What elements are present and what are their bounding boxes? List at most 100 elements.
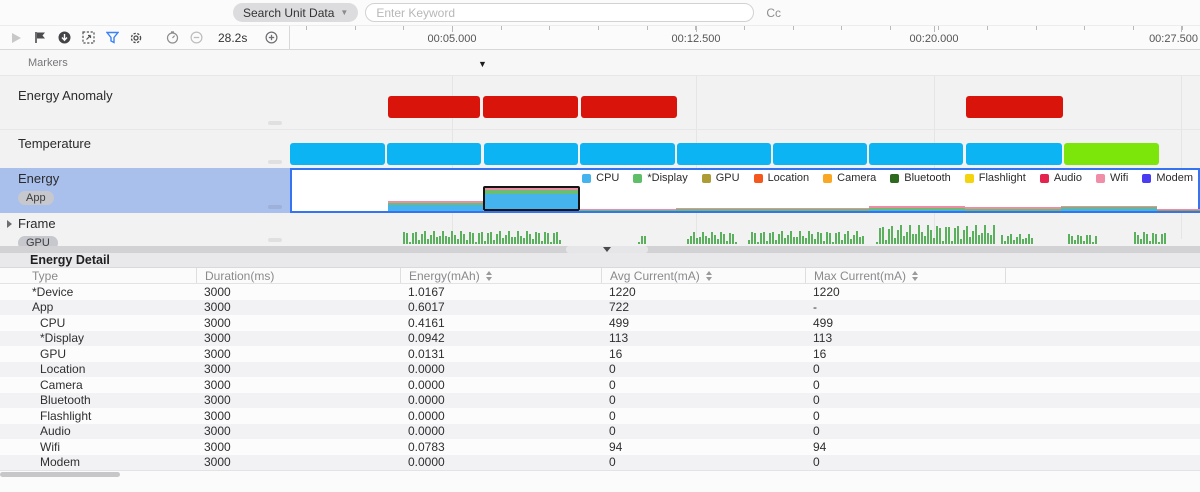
energy-segment[interactable] xyxy=(1157,208,1200,211)
legend-item[interactable]: Audio xyxy=(1039,172,1082,184)
timeline-marker-icon[interactable]: ▼ xyxy=(478,58,487,69)
table-row[interactable]: Flashlight 3000 0.0000 0 0 xyxy=(0,408,1200,424)
table-row[interactable]: Camera 3000 0.0000 0 0 xyxy=(0,377,1200,393)
match-case-toggle[interactable]: Cc xyxy=(766,5,781,20)
temperature-segment[interactable] xyxy=(290,143,385,165)
cell-spacer xyxy=(1005,393,1200,409)
cell-avg-current: 499 xyxy=(609,315,630,330)
legend-item[interactable]: GPU xyxy=(701,172,740,184)
temperature-segment[interactable] xyxy=(1064,143,1159,165)
table-row[interactable]: Wifi 3000 0.0783 94 94 xyxy=(0,439,1200,455)
energy-segment[interactable] xyxy=(388,201,483,211)
frame-bar xyxy=(1140,239,1142,244)
temperature-track-area[interactable] xyxy=(290,130,1200,168)
table-row[interactable]: Location 3000 0.0000 0 0 xyxy=(0,361,1200,377)
frame-bar xyxy=(778,234,780,244)
zoom-out-icon[interactable] xyxy=(188,30,204,46)
temperature-segment[interactable] xyxy=(387,143,481,165)
table-row[interactable]: App 3000 0.6017 722 - xyxy=(0,299,1200,315)
horizontal-scrollbar-thumb[interactable] xyxy=(0,472,120,477)
sort-icon[interactable] xyxy=(485,270,492,281)
frame-label-cell[interactable]: Frame GPU xyxy=(0,213,290,250)
cell-avg-current: 0 xyxy=(609,362,616,377)
flag-icon[interactable] xyxy=(32,30,48,46)
table-row[interactable]: Audio 3000 0.0000 0 0 xyxy=(0,423,1200,439)
temperature-segment[interactable] xyxy=(869,143,963,165)
table-row[interactable]: *Display 3000 0.0942 113 113 xyxy=(0,330,1200,346)
energy-anomaly-label-cell[interactable]: Energy Anomaly xyxy=(0,76,290,129)
legend-item[interactable]: Bluetooth xyxy=(890,172,951,184)
table-row[interactable]: CPU 3000 0.4161 499 499 xyxy=(0,315,1200,331)
sort-down-icon xyxy=(912,276,919,281)
ruler-minor-tick xyxy=(403,26,405,30)
energy-segment[interactable] xyxy=(676,208,773,211)
timeline-ruler[interactable]: 00:05.000 00:12.500 00:20.000 00:27.500 xyxy=(290,26,1200,49)
search-scope-dropdown[interactable]: Search Unit Data ▼ xyxy=(233,3,359,22)
legend-item[interactable]: Modem xyxy=(1142,172,1193,184)
table-row[interactable]: GPU 3000 0.0131 16 16 xyxy=(0,346,1200,362)
legend-item[interactable]: Camera xyxy=(823,172,876,184)
track-resize-handle[interactable] xyxy=(268,205,282,209)
energy-anomaly-track-area[interactable] xyxy=(290,76,1200,129)
column-header-energy-mah-[interactable]: Energy(mAh) xyxy=(400,268,601,283)
energy-segment[interactable] xyxy=(965,207,1061,211)
frame-bar xyxy=(690,235,692,244)
temperature-segment[interactable] xyxy=(773,143,867,165)
legend-item[interactable]: Wifi xyxy=(1095,172,1128,184)
legend-item[interactable]: CPU xyxy=(582,172,619,184)
column-header-avg-current-ma-[interactable]: Avg Current(mA) xyxy=(601,268,805,283)
anomaly-bar[interactable] xyxy=(483,96,578,118)
zoom-in-icon[interactable] xyxy=(263,30,279,46)
frame-bar xyxy=(769,233,771,244)
energy-layer-display xyxy=(676,209,773,211)
settings-gear-icon[interactable] xyxy=(128,30,144,46)
table-row[interactable]: Bluetooth 3000 0.0000 0 0 xyxy=(0,392,1200,409)
anomaly-bar[interactable] xyxy=(581,96,677,118)
energy-segment[interactable] xyxy=(869,206,965,211)
energy-segment[interactable] xyxy=(1061,205,1157,211)
keyword-input[interactable] xyxy=(365,3,755,22)
cell-avg-current: 0 xyxy=(609,377,616,392)
energy-label-cell[interactable]: Energy App xyxy=(0,168,290,213)
track-resize-handle[interactable] xyxy=(268,160,282,164)
column-header-max-current-ma-[interactable]: Max Current(mA) xyxy=(805,268,1005,283)
track-resize-handle[interactable] xyxy=(268,238,282,242)
track-resize-handle[interactable] xyxy=(268,121,282,125)
temperature-segment[interactable] xyxy=(484,143,578,165)
table-row[interactable]: Modem 3000 0.0000 0 0 xyxy=(0,454,1200,470)
sort-up-icon xyxy=(912,270,919,275)
filter-icon[interactable] xyxy=(104,30,120,46)
energy-track-area[interactable]: CPU *Display GPU Location Camera Bluetooth Fla… xyxy=(290,168,1200,213)
play-icon[interactable] xyxy=(8,30,24,46)
frame-track-area[interactable] xyxy=(290,213,1200,246)
energy-segment[interactable] xyxy=(483,186,580,211)
anomaly-bar[interactable] xyxy=(388,96,480,118)
sort-icon[interactable] xyxy=(705,270,712,281)
table-row[interactable]: *Device 3000 1.0167 1220 1220 xyxy=(0,284,1200,300)
expand-caret-icon[interactable] xyxy=(7,220,12,228)
collapse-handle[interactable] xyxy=(566,246,648,253)
legend-item[interactable]: Flashlight xyxy=(964,172,1026,184)
frame-bar xyxy=(481,232,483,244)
energy-layer-cpu xyxy=(388,205,483,211)
energy-segment[interactable] xyxy=(580,208,676,211)
frame-bar xyxy=(484,241,486,244)
temperature-label-cell[interactable]: Temperature xyxy=(0,130,290,168)
frame-bar xyxy=(406,232,408,244)
legend-item[interactable]: *Display xyxy=(633,172,688,184)
capture-icon[interactable] xyxy=(56,30,72,46)
frame-bar xyxy=(751,231,753,244)
markers-track-area[interactable]: ▼ xyxy=(290,50,1200,75)
sort-icon[interactable] xyxy=(912,270,919,281)
temperature-segment[interactable] xyxy=(677,143,771,165)
legend-item[interactable]: Location xyxy=(753,172,809,184)
anomaly-bar[interactable] xyxy=(966,96,1063,118)
energy-segment[interactable] xyxy=(773,208,869,211)
temperature-segment[interactable] xyxy=(580,143,675,165)
column-header-label: Duration(ms) xyxy=(205,268,275,283)
frame-bar xyxy=(687,238,689,244)
temperature-segment[interactable] xyxy=(966,143,1062,165)
screenshot-region-icon[interactable] xyxy=(80,30,96,46)
frame-bar xyxy=(523,237,525,244)
reset-zoom-icon[interactable] xyxy=(164,30,180,46)
